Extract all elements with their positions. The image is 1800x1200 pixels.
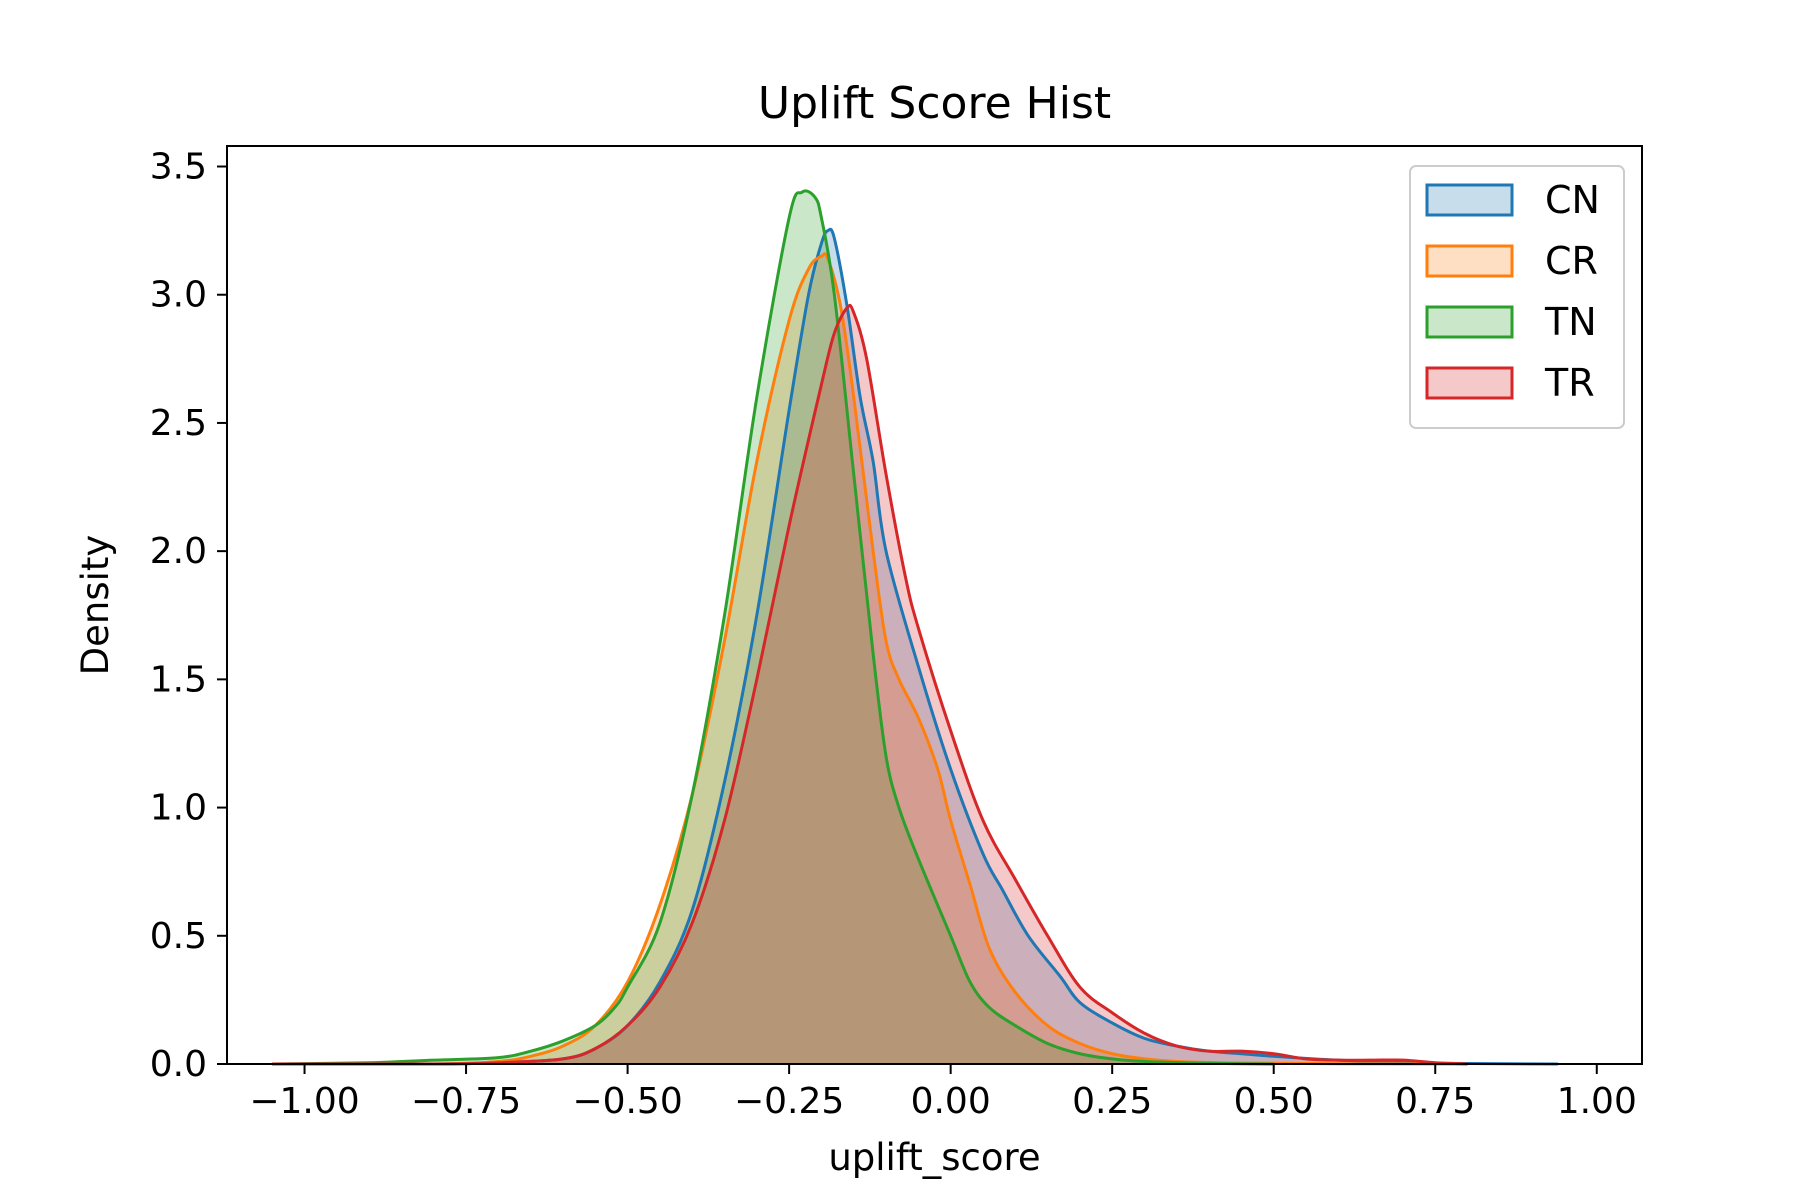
legend-frame — [1409, 165, 1625, 429]
plot-frame — [226, 145, 1643, 1065]
y-tick-label: 3.0 — [150, 275, 207, 316]
legend-swatch-tn — [1425, 305, 1514, 339]
x-tick-label: 0.50 — [1234, 1081, 1314, 1122]
x-axis-label: uplift_score — [828, 1136, 1040, 1179]
x-tick-label: 1.00 — [1557, 1081, 1637, 1122]
legend-swatch-cn — [1425, 183, 1514, 217]
density-fills — [272, 190, 1559, 1064]
legend-label-cn: CN — [1545, 178, 1600, 222]
density-fill-cn — [272, 229, 1559, 1064]
x-tick-label: 0.25 — [1072, 1081, 1152, 1122]
y-axis-label: Density — [74, 535, 117, 676]
y-axis-ticks: 0.0 0.5 1.0 1.5 2.0 2.5 3.0 3.5 — [150, 147, 227, 1085]
density-line-tn — [272, 189, 1274, 1066]
y-tick-label: 0.0 — [150, 1044, 207, 1085]
x-tick-label: −1.00 — [249, 1081, 359, 1122]
density-fill-tr — [272, 305, 1468, 1064]
legend-swatch-bg — [1427, 307, 1512, 337]
legend-swatch-tr — [1425, 366, 1514, 400]
legend-label-cr: CR — [1545, 239, 1598, 283]
y-tick-label: 1.5 — [150, 659, 207, 700]
x-tick-label: −0.25 — [734, 1081, 844, 1122]
y-tick-label: 1.0 — [150, 788, 207, 829]
legend-label-tr: TR — [1544, 361, 1595, 405]
legend-swatch-bg — [1427, 246, 1512, 276]
density-fill-tn — [272, 190, 1274, 1064]
legend-swatch-bg — [1427, 368, 1512, 398]
density-line-cr — [272, 252, 1468, 1066]
x-tick-label: 0.75 — [1395, 1081, 1475, 1122]
y-tick-label: 0.5 — [150, 916, 207, 957]
density-fill-cr — [272, 253, 1468, 1064]
legend-swatch-bg — [1427, 185, 1512, 215]
x-tick-label: −0.75 — [411, 1081, 521, 1122]
y-tick-label: 2.5 — [150, 403, 207, 444]
legend: CN CR TN TR — [1409, 165, 1625, 429]
x-axis-ticks: −1.00 −0.75 −0.50 −0.25 0.00 0.25 0.50 0.75 1.00 — [249, 1064, 1637, 1122]
x-tick-label: −0.50 — [572, 1081, 682, 1122]
legend-label-tn: TN — [1544, 300, 1597, 344]
density-line-tr — [272, 303, 1468, 1066]
y-tick-label: 2.0 — [150, 531, 207, 572]
legend-swatch-cr — [1425, 244, 1514, 278]
chart-title: Uplift Score Hist — [758, 78, 1111, 129]
x-tick-label: 0.00 — [911, 1081, 991, 1122]
density-lines — [272, 189, 1559, 1066]
y-tick-label: 3.5 — [150, 147, 207, 188]
